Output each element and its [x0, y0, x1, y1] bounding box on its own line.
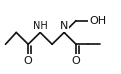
Text: O: O [24, 56, 33, 66]
Text: N: N [60, 21, 68, 31]
Text: NH: NH [33, 21, 48, 31]
Text: O: O [72, 56, 80, 66]
Text: OH: OH [89, 16, 106, 26]
